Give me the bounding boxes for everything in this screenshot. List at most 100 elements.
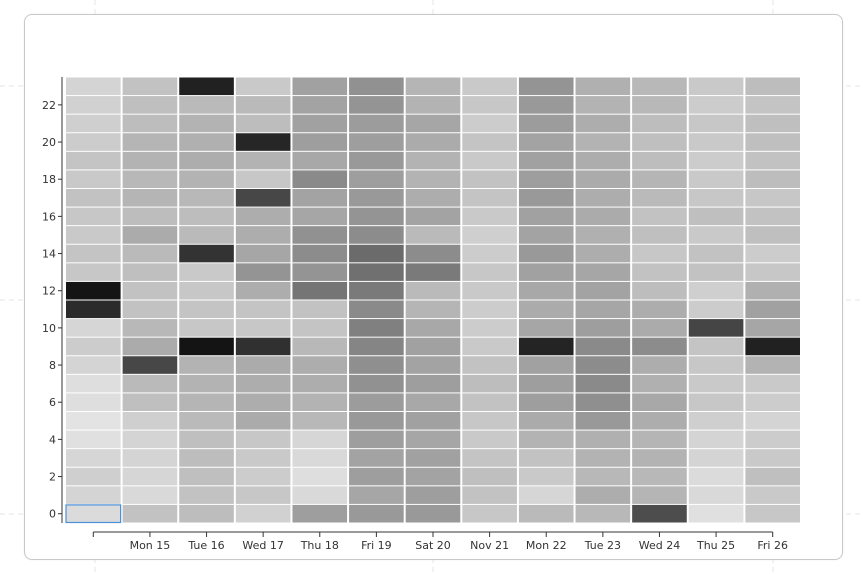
heatmap-cell[interactable]: [349, 486, 404, 504]
heatmap-cell[interactable]: [518, 486, 574, 504]
heatmap-cell[interactable]: [235, 114, 291, 133]
heatmap-cell[interactable]: [235, 356, 291, 374]
heatmap-cell[interactable]: [462, 151, 517, 170]
heatmap-cell[interactable]: [349, 207, 404, 226]
heatmap-cell[interactable]: [575, 430, 631, 449]
heatmap-cell[interactable]: [122, 412, 178, 430]
heatmap-cell[interactable]: [349, 170, 404, 188]
heatmap-cell[interactable]: [688, 263, 744, 281]
heatmap-cell[interactable]: [575, 263, 631, 281]
heatmap-cell[interactable]: [122, 170, 178, 188]
heatmap-cell[interactable]: [688, 430, 744, 449]
heatmap-cell[interactable]: [405, 393, 461, 411]
heatmap-cell[interactable]: [122, 281, 178, 300]
heatmap-cell[interactable]: [632, 226, 687, 244]
heatmap-cell[interactable]: [575, 393, 631, 411]
heatmap-cell[interactable]: [235, 133, 291, 151]
heatmap-cell[interactable]: [292, 449, 348, 467]
heatmap-cell[interactable]: [688, 189, 744, 207]
heatmap-cell[interactable]: [688, 356, 744, 374]
heatmap-cell[interactable]: [235, 337, 291, 356]
heatmap-cell[interactable]: [179, 96, 234, 114]
heatmap-cell[interactable]: [235, 486, 291, 504]
heatmap-cell[interactable]: [632, 412, 687, 430]
heatmap-cell[interactable]: [745, 189, 800, 207]
heatmap-cell[interactable]: [405, 281, 461, 300]
heatmap-cell[interactable]: [575, 151, 631, 170]
heatmap-cell[interactable]: [349, 226, 404, 244]
heatmap-cell[interactable]: [518, 374, 574, 393]
heatmap-cell[interactable]: [518, 300, 574, 319]
heatmap-cell[interactable]: [745, 467, 800, 486]
heatmap-cell[interactable]: [462, 393, 517, 411]
heatmap-cell[interactable]: [688, 449, 744, 467]
heatmap-cell[interactable]: [292, 412, 348, 430]
heatmap-cell[interactable]: [66, 337, 121, 356]
heatmap-cell[interactable]: [518, 96, 574, 114]
heatmap-cell[interactable]: [462, 114, 517, 133]
heatmap-cell[interactable]: [518, 244, 574, 263]
heatmap-cell[interactable]: [632, 281, 687, 300]
heatmap-cell[interactable]: [292, 77, 348, 96]
heatmap-cell[interactable]: [349, 412, 404, 430]
heatmap-cell[interactable]: [518, 114, 574, 133]
heatmap-cell[interactable]: [745, 374, 800, 393]
heatmap-cell[interactable]: [66, 412, 121, 430]
heatmap-cell[interactable]: [405, 170, 461, 188]
heatmap-cell[interactable]: [745, 114, 800, 133]
heatmap-cell[interactable]: [632, 189, 687, 207]
heatmap-cell[interactable]: [462, 337, 517, 356]
heatmap-cell[interactable]: [632, 319, 687, 337]
heatmap-cell[interactable]: [745, 151, 800, 170]
heatmap-cell[interactable]: [575, 207, 631, 226]
heatmap-cell[interactable]: [462, 374, 517, 393]
heatmap-cell[interactable]: [349, 374, 404, 393]
heatmap-cell[interactable]: [575, 244, 631, 263]
heatmap-cell[interactable]: [632, 449, 687, 467]
heatmap-cell[interactable]: [292, 393, 348, 411]
heatmap-cell[interactable]: [462, 96, 517, 114]
heatmap-cell[interactable]: [349, 263, 404, 281]
heatmap-cell[interactable]: [462, 356, 517, 374]
heatmap-cell[interactable]: [518, 151, 574, 170]
heatmap-cell[interactable]: [575, 114, 631, 133]
heatmap-cell[interactable]: [235, 170, 291, 188]
heatmap-cell[interactable]: [179, 151, 234, 170]
heatmap-cell[interactable]: [632, 393, 687, 411]
heatmap-cell[interactable]: [405, 374, 461, 393]
heatmap-cell[interactable]: [349, 467, 404, 486]
heatmap-cell[interactable]: [122, 356, 178, 374]
heatmap-cell[interactable]: [688, 151, 744, 170]
heatmap-cell[interactable]: [349, 430, 404, 449]
heatmap-cell[interactable]: [179, 133, 234, 151]
heatmap-cell[interactable]: [745, 226, 800, 244]
heatmap-cell[interactable]: [292, 151, 348, 170]
heatmap-cell[interactable]: [632, 504, 687, 523]
heatmap-cell[interactable]: [405, 504, 461, 523]
heatmap-cell[interactable]: [349, 300, 404, 319]
heatmap-cell[interactable]: [292, 114, 348, 133]
heatmap-cell[interactable]: [745, 77, 800, 96]
heatmap-cell[interactable]: [122, 263, 178, 281]
heatmap-cell[interactable]: [292, 356, 348, 374]
heatmap-cell[interactable]: [405, 77, 461, 96]
heatmap-cell[interactable]: [122, 114, 178, 133]
heatmap-cell[interactable]: [235, 300, 291, 319]
heatmap-cell[interactable]: [292, 226, 348, 244]
heatmap-cell[interactable]: [745, 337, 800, 356]
heatmap-cell[interactable]: [632, 244, 687, 263]
heatmap-cell[interactable]: [518, 337, 574, 356]
heatmap-cell[interactable]: [462, 189, 517, 207]
heatmap-cell[interactable]: [292, 337, 348, 356]
heatmap-cell[interactable]: [66, 189, 121, 207]
heatmap-cell[interactable]: [462, 300, 517, 319]
heatmap-cell[interactable]: [179, 300, 234, 319]
heatmap-cell[interactable]: [405, 430, 461, 449]
heatmap-cell[interactable]: [349, 449, 404, 467]
heatmap-cell[interactable]: [688, 300, 744, 319]
heatmap-cell[interactable]: [292, 430, 348, 449]
heatmap-cell[interactable]: [349, 244, 404, 263]
heatmap-cell[interactable]: [292, 486, 348, 504]
heatmap-cell[interactable]: [632, 337, 687, 356]
heatmap-cell[interactable]: [462, 77, 517, 96]
